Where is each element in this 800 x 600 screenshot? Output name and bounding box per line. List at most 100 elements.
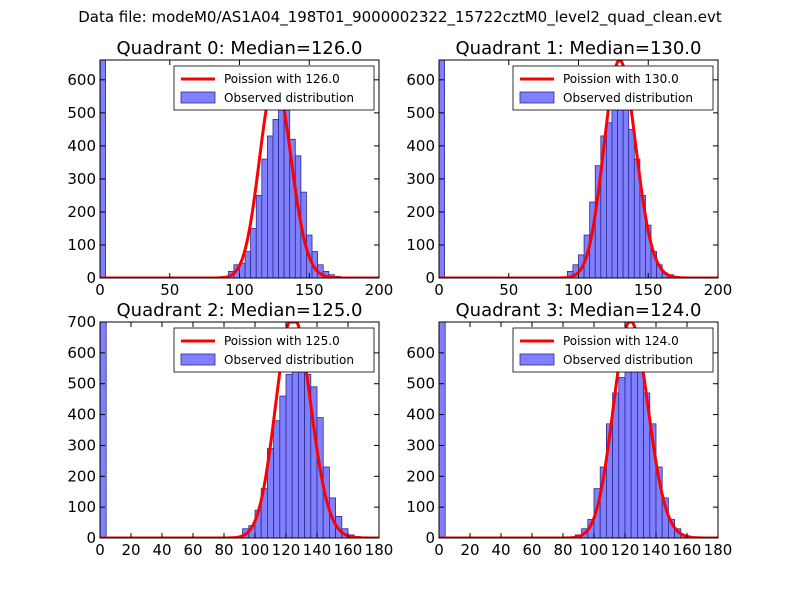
legend-label-fit: Poission with 126.0 <box>224 72 340 86</box>
x-tick-label: 160 <box>673 541 702 559</box>
y-tick-label: 300 <box>406 436 435 454</box>
legend-label-fit: Poission with 124.0 <box>563 334 679 348</box>
y-tick-label: 0 <box>425 269 435 287</box>
y-tick-label: 300 <box>406 170 435 188</box>
x-tick-label: 60 <box>522 541 541 559</box>
histogram-bar <box>255 195 263 278</box>
x-tick-label: 80 <box>214 541 233 559</box>
y-tick-label: 400 <box>67 406 96 424</box>
x-tick-label: 120 <box>611 541 640 559</box>
x-tick-label: 40 <box>491 541 510 559</box>
plot-frame <box>438 321 719 539</box>
y-tick-label: 500 <box>67 375 96 393</box>
x-tick-label: 180 <box>365 541 394 559</box>
x-tick-label: 60 <box>183 541 202 559</box>
y-tick-label: 100 <box>406 236 435 254</box>
x-tick-label: 0 <box>95 541 105 559</box>
histogram-bar <box>618 377 626 538</box>
legend-label-observed: Observed distribution <box>224 91 354 105</box>
x-tick-label: 40 <box>152 541 171 559</box>
histogram-bar <box>628 128 635 278</box>
legend-bar-swatch <box>519 91 555 104</box>
y-tick-label: 400 <box>406 137 435 155</box>
poisson-fit-line <box>439 60 718 278</box>
y-tick-label: 600 <box>67 344 96 362</box>
histogram-bar <box>272 119 279 278</box>
x-tick-label: 200 <box>365 281 394 299</box>
x-tick-label: 20 <box>460 541 479 559</box>
legend: Poission with 125.0 Observed distribution <box>173 327 375 373</box>
y-tick-label: 200 <box>67 203 96 221</box>
chart-quadrant-2: 0 20 40 60 80 100 120 140 160 1800100200300400500… <box>67 300 393 559</box>
histogram-bar <box>261 158 268 278</box>
y-tick-label: 600 <box>406 344 435 362</box>
plot-frame <box>99 321 380 539</box>
x-tick-label: 0 <box>95 281 105 299</box>
legend-label-observed: Observed distribution <box>563 91 693 105</box>
x-tick-label: 200 <box>704 281 733 299</box>
y-tick-label: 200 <box>406 467 435 485</box>
histogram-bar <box>624 358 632 538</box>
histogram-bar <box>439 60 445 278</box>
legend-label-observed: Observed distribution <box>563 353 693 367</box>
legend-label-fit: Poission with 125.0 <box>224 334 340 348</box>
histogram-bar <box>278 105 285 278</box>
histogram-bar <box>606 122 613 278</box>
histogram-bar <box>100 322 107 538</box>
x-tick-label: 50 <box>160 281 179 299</box>
y-tick-label: 0 <box>425 529 435 547</box>
x-tick-label: 50 <box>499 281 518 299</box>
x-tick-label: 20 <box>121 541 140 559</box>
y-tick-label: 0 <box>86 269 96 287</box>
y-tick-label: 700 <box>67 313 96 331</box>
x-tick-label: 0 <box>434 541 444 559</box>
histogram-bar <box>250 228 257 278</box>
x-tick-label: 150 <box>295 281 324 299</box>
histogram-bar <box>439 322 446 538</box>
histogram-bar <box>622 105 630 278</box>
histogram-bar <box>285 374 293 538</box>
x-tick-label: 160 <box>334 541 363 559</box>
poisson-fit-line <box>439 322 718 538</box>
y-tick-label: 0 <box>86 529 96 547</box>
panel-title: Quadrant 3: Median=124.0 <box>456 300 702 321</box>
legend: Poission with 130.0 Observed distribution <box>512 65 714 111</box>
histogram-bar <box>273 420 281 538</box>
y-tick-label: 300 <box>67 436 96 454</box>
legend-label-observed: Observed distribution <box>224 353 354 367</box>
x-tick-label: 150 <box>634 281 663 299</box>
x-tick-label: 140 <box>642 541 671 559</box>
histogram-bar <box>611 102 618 278</box>
chart-quadrant-0: 0 50 100 150 200 0 100 200 300 400 500 600 Quadrant … <box>67 38 393 299</box>
legend-bar-swatch <box>180 91 216 104</box>
x-tick-label: 100 <box>564 281 593 299</box>
y-tick-label: 100 <box>67 236 96 254</box>
legend: Poission with 124.0 Observed distribution <box>512 327 714 373</box>
y-tick-label: 300 <box>67 170 96 188</box>
legend-bar-swatch <box>180 353 216 366</box>
x-tick-label: 100 <box>225 281 254 299</box>
histogram-bar <box>630 352 638 538</box>
histogram-bar <box>291 352 299 538</box>
y-tick-label: 200 <box>67 467 96 485</box>
y-tick-label: 600 <box>406 71 435 89</box>
x-tick-label: 180 <box>704 541 733 559</box>
panel-title: Quadrant 1: Median=130.0 <box>456 38 702 59</box>
y-tick-label: 500 <box>406 375 435 393</box>
histogram-bar <box>637 358 645 538</box>
histogram-bar <box>266 135 274 278</box>
histogram-bar <box>297 352 305 538</box>
y-tick-label: 600 <box>67 71 96 89</box>
histogram-bar <box>617 92 624 278</box>
y-tick-label: 500 <box>406 104 435 122</box>
x-tick-label: 80 <box>553 541 572 559</box>
y-tick-label: 400 <box>406 406 435 424</box>
x-tick-label: 0 <box>434 281 444 299</box>
y-tick-label: 500 <box>67 104 96 122</box>
y-tick-label: 400 <box>67 137 96 155</box>
legend: Poission with 126.0 Observed distribution <box>173 65 375 111</box>
x-tick-label: 120 <box>272 541 301 559</box>
panel-title: Quadrant 0: Median=126.0 <box>117 38 363 59</box>
legend-label-fit: Poission with 130.0 <box>563 72 679 86</box>
legend-bar-swatch <box>519 353 555 366</box>
